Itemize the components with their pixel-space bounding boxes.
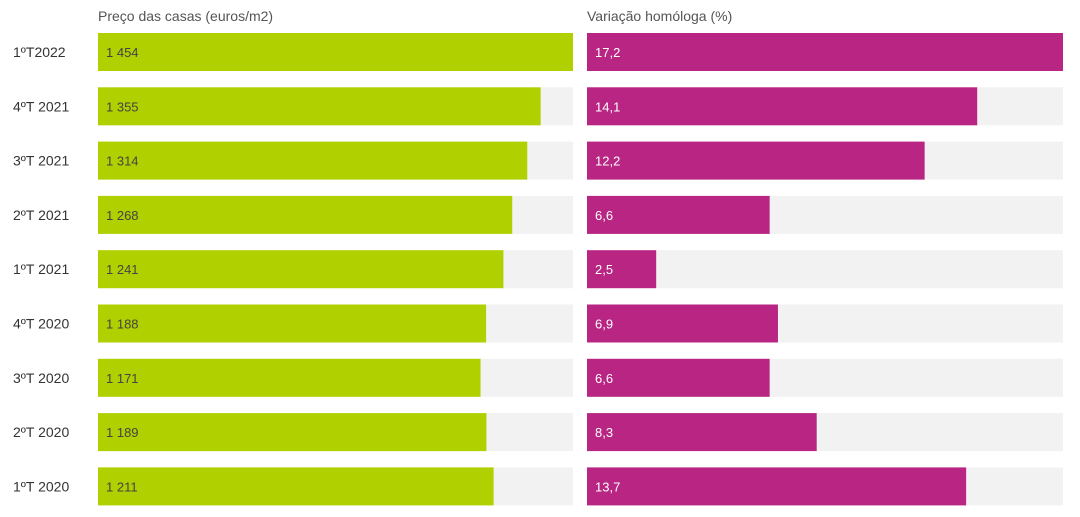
chart-rows: 1ºT2022 1 454 17,2 4ºT 2021 1 355 14,1 3ºT 202… bbox=[13, 33, 1063, 506]
price-value-label: 1 314 bbox=[106, 154, 139, 169]
row-label: 2ºT 2020 bbox=[13, 424, 69, 440]
row-label: 2ºT 2021 bbox=[13, 207, 69, 223]
price-bar bbox=[98, 87, 541, 126]
price-value-label: 1 355 bbox=[106, 99, 139, 114]
variation-column-header: Variação homóloga (%) bbox=[587, 8, 732, 24]
variation-bar bbox=[587, 250, 657, 289]
price-bar bbox=[98, 304, 487, 343]
variation-bar bbox=[587, 195, 770, 234]
price-bar bbox=[98, 467, 494, 506]
price-value-label: 1 454 bbox=[106, 45, 139, 60]
variation-value-label: 8,3 bbox=[595, 425, 613, 440]
price-value-label: 1 241 bbox=[106, 262, 139, 277]
variation-value-label: 6,6 bbox=[595, 208, 613, 223]
variation-value-label: 14,1 bbox=[595, 99, 620, 114]
variation-value-label: 2,5 bbox=[595, 262, 613, 277]
variation-value-label: 12,2 bbox=[595, 154, 620, 169]
price-value-label: 1 268 bbox=[106, 208, 139, 223]
variation-bar bbox=[587, 87, 978, 126]
price-bar bbox=[98, 413, 487, 452]
variation-bar bbox=[587, 413, 817, 452]
row-label: 3ºT 2021 bbox=[13, 153, 69, 169]
price-bar bbox=[98, 195, 513, 234]
price-bar bbox=[98, 250, 504, 289]
variation-bar bbox=[587, 467, 967, 506]
row-label: 1ºT2022 bbox=[13, 44, 66, 60]
row-label: 4ºT 2021 bbox=[13, 98, 69, 114]
row-label: 1ºT 2020 bbox=[13, 478, 69, 494]
price-value-label: 1 189 bbox=[106, 425, 139, 440]
price-value-label: 1 188 bbox=[106, 317, 139, 332]
variation-value-label: 17,2 bbox=[595, 45, 620, 60]
variation-bar-track bbox=[587, 250, 1063, 289]
variation-bar bbox=[587, 358, 770, 397]
price-bar bbox=[98, 358, 481, 397]
price-value-label: 1 171 bbox=[106, 371, 139, 386]
variation-bar bbox=[587, 304, 778, 343]
row-label: 1ºT 2021 bbox=[13, 261, 69, 277]
price-bar bbox=[98, 33, 573, 71]
row-label: 4ºT 2020 bbox=[13, 316, 69, 332]
price-value-label: 1 211 bbox=[106, 479, 138, 494]
variation-value-label: 6,9 bbox=[595, 317, 613, 332]
variation-value-label: 13,7 bbox=[595, 479, 620, 494]
variation-bar bbox=[587, 33, 1063, 71]
row-label: 3ºT 2020 bbox=[13, 370, 69, 386]
price-bar bbox=[98, 141, 528, 180]
variation-bar bbox=[587, 141, 925, 180]
price-column-header: Preço das casas (euros/m2) bbox=[98, 8, 273, 24]
variation-value-label: 6,6 bbox=[595, 371, 613, 386]
